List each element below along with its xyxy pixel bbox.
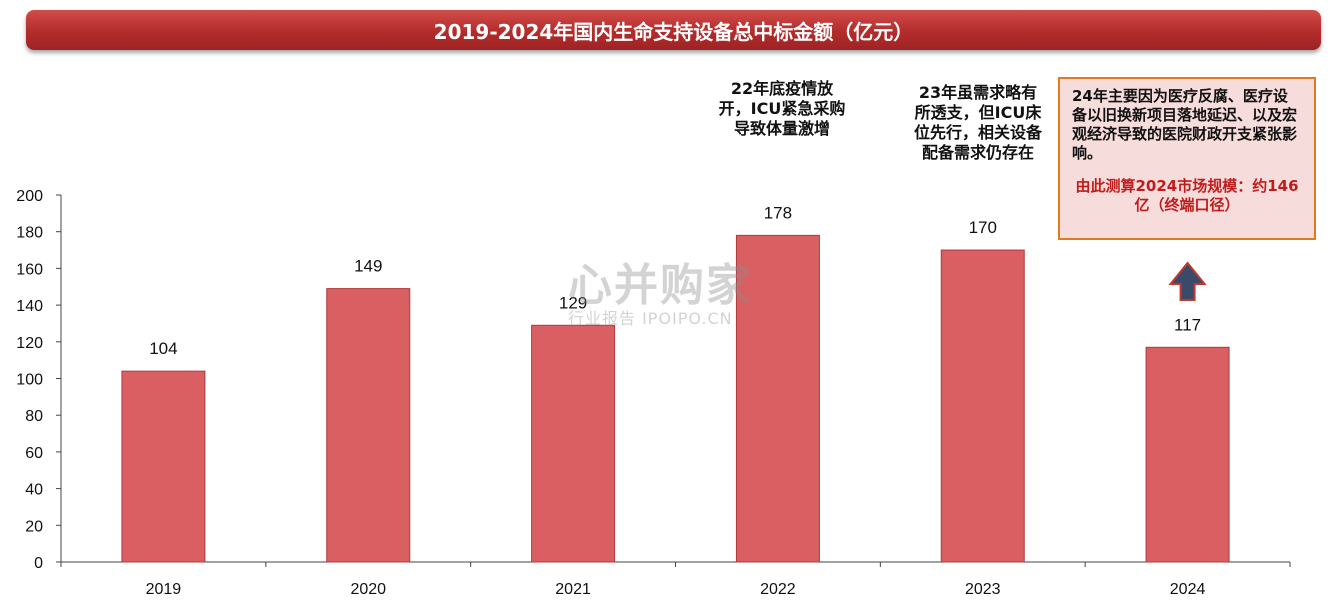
data-label-2022: 178 — [764, 203, 792, 222]
bar-2023 — [940, 249, 1025, 563]
x-tick-label-2020: 2020 — [350, 581, 386, 598]
y-tick-label-180: 180 — [16, 225, 43, 242]
x-tick-label-2023: 2023 — [965, 581, 1001, 598]
y-tick-label-40: 40 — [25, 482, 43, 499]
x-tick-label-2024: 2024 — [1170, 581, 1206, 598]
bar-2020 — [326, 288, 411, 563]
y-tick-label-140: 140 — [16, 298, 43, 315]
up-arrow-icon — [1168, 261, 1207, 301]
annotation-2023: 23年虽需求略有所透支，但ICU床位先行，相关设备配备需求仍存在 — [913, 83, 1042, 162]
data-label-2019: 104 — [149, 339, 177, 358]
data-label-2024: 117 — [1174, 315, 1201, 334]
data-label-2021: 129 — [559, 293, 587, 312]
y-tick-label-20: 20 — [25, 518, 43, 535]
y-tick-label-60: 60 — [25, 445, 43, 462]
data-label-2023: 170 — [969, 218, 997, 237]
note-text: 24年主要因为医疗反腐、医疗设备以旧换新项目落地延迟、以及宏观经济导致的医院财政… — [1072, 87, 1298, 162]
x-tick-label-2021: 2021 — [555, 581, 591, 598]
y-tick-label-160: 160 — [16, 261, 43, 278]
data-label-2020: 149 — [354, 257, 382, 276]
annotation-2022: 22年底疫情放开，ICU紧急采购导致体量激增 — [718, 79, 846, 138]
y-tick-label-120: 120 — [16, 335, 43, 352]
y-tick-label-0: 0 — [34, 555, 43, 572]
y-tick-label-80: 80 — [25, 408, 43, 425]
y-tick-label-100: 100 — [16, 372, 43, 389]
bar-2024 — [1145, 346, 1230, 563]
market-estimate: 由此测算2024市场规模：约146亿（终端口径） — [1075, 177, 1299, 214]
x-tick-label-2019: 2019 — [146, 581, 182, 598]
y-tick-label-200: 200 — [16, 188, 43, 205]
x-tick-label-2022: 2022 — [760, 581, 796, 598]
bar-2021 — [531, 324, 616, 563]
note-box: 24年主要因为医疗反腐、医疗设备以旧换新项目落地延迟、以及宏观经济导致的医院财政… — [1058, 77, 1316, 240]
bar-2022 — [735, 234, 820, 563]
chart-title: 2019-2024年国内生命支持设备总中标金额（亿元） — [26, 10, 1321, 50]
bar-2019 — [121, 370, 206, 563]
